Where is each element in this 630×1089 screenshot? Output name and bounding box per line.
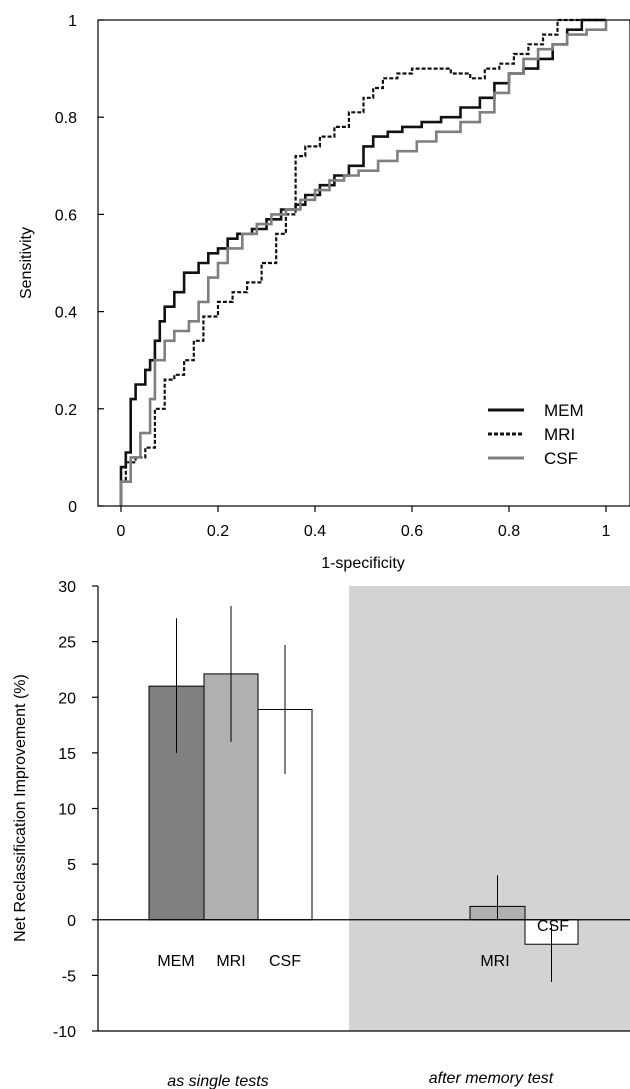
roc-line-mri bbox=[119, 18, 606, 506]
roc-y-tick-label: 0.6 bbox=[55, 207, 77, 224]
nri-bar-label-mri: MRI bbox=[480, 953, 509, 970]
roc-line-csf bbox=[119, 20, 608, 506]
roc-line-mem bbox=[119, 18, 606, 506]
roc-x-tick-label: 0.2 bbox=[207, 523, 229, 540]
roc-y-tick-label: 0 bbox=[68, 499, 77, 516]
roc-x-tick-label: 0 bbox=[117, 523, 126, 540]
nri-y-tick-label: 10 bbox=[58, 802, 76, 819]
after-memory-test-shaded-region bbox=[349, 586, 630, 1031]
legend-label-mri: MRI bbox=[544, 425, 575, 444]
nri-bar-label-mem: MEM bbox=[157, 953, 194, 970]
nri-y-tick-label: 5 bbox=[67, 857, 76, 874]
nri-bar-label-mri: MRI bbox=[216, 953, 245, 970]
roc-y-axis: 0 0.2 0.4 0.6 0.8 1 bbox=[55, 13, 104, 516]
roc-series-lines bbox=[119, 18, 608, 506]
nri-bar-labels: MEM MRI CSF MRI CSF bbox=[157, 918, 569, 970]
nri-y-tick-label: 15 bbox=[58, 746, 76, 763]
roc-y-tick-label: 0.2 bbox=[55, 402, 77, 419]
nri-y-tick-label: 0 bbox=[67, 913, 76, 930]
nri-y-tick-label: 25 bbox=[58, 635, 76, 652]
group-label-single-tests: as single tests bbox=[167, 1073, 268, 1089]
roc-chart: 0 0.2 0.4 0.6 0.8 1 0 0.2 0.4 0.6 0.8 1 Sensitivit… bbox=[18, 13, 630, 572]
roc-x-axis-title: 1-specificity bbox=[321, 555, 405, 572]
roc-x-tick-label: 0.8 bbox=[498, 523, 520, 540]
roc-y-tick-label: 0.8 bbox=[55, 110, 77, 127]
nri-y-tick-label: 20 bbox=[58, 690, 76, 707]
roc-plot-frame bbox=[97, 19, 630, 507]
nri-bar-label-csf: CSF bbox=[537, 918, 569, 935]
roc-x-axis: 0 0.2 0.4 0.6 0.8 1 bbox=[117, 506, 611, 540]
nri-y-tick-label: -10 bbox=[53, 1024, 76, 1041]
nri-error-bars bbox=[176, 606, 552, 983]
nri-bar-label-csf: CSF bbox=[269, 953, 301, 970]
roc-x-tick-label: 1 bbox=[602, 523, 611, 540]
roc-y-axis-title: Sensitivity bbox=[18, 227, 35, 299]
group-label-after-memory-test: after memory test bbox=[429, 1070, 554, 1087]
roc-x-tick-label: 0.4 bbox=[304, 523, 326, 540]
legend-label-mem: MEM bbox=[544, 401, 584, 420]
roc-y-tick-label: 0.4 bbox=[55, 305, 77, 322]
legend-label-csf: CSF bbox=[544, 449, 578, 468]
nri-y-axis-title: Net Reclassification Improvement (%) bbox=[12, 674, 29, 942]
roc-legend: MEM MRI CSF bbox=[488, 401, 584, 468]
roc-x-tick-label: 0.6 bbox=[401, 523, 423, 540]
roc-y-tick-label: 1 bbox=[68, 13, 77, 30]
nri-y-axis: -10 -5 0 5 10 15 20 25 30 bbox=[53, 579, 98, 1041]
nri-y-tick-label: -5 bbox=[62, 968, 76, 985]
nri-chart: -10 -5 0 5 10 15 20 25 30 MEM MRI CSF MRI CSF Net Re… bbox=[12, 579, 630, 1089]
nri-y-tick-label: 30 bbox=[58, 579, 76, 596]
